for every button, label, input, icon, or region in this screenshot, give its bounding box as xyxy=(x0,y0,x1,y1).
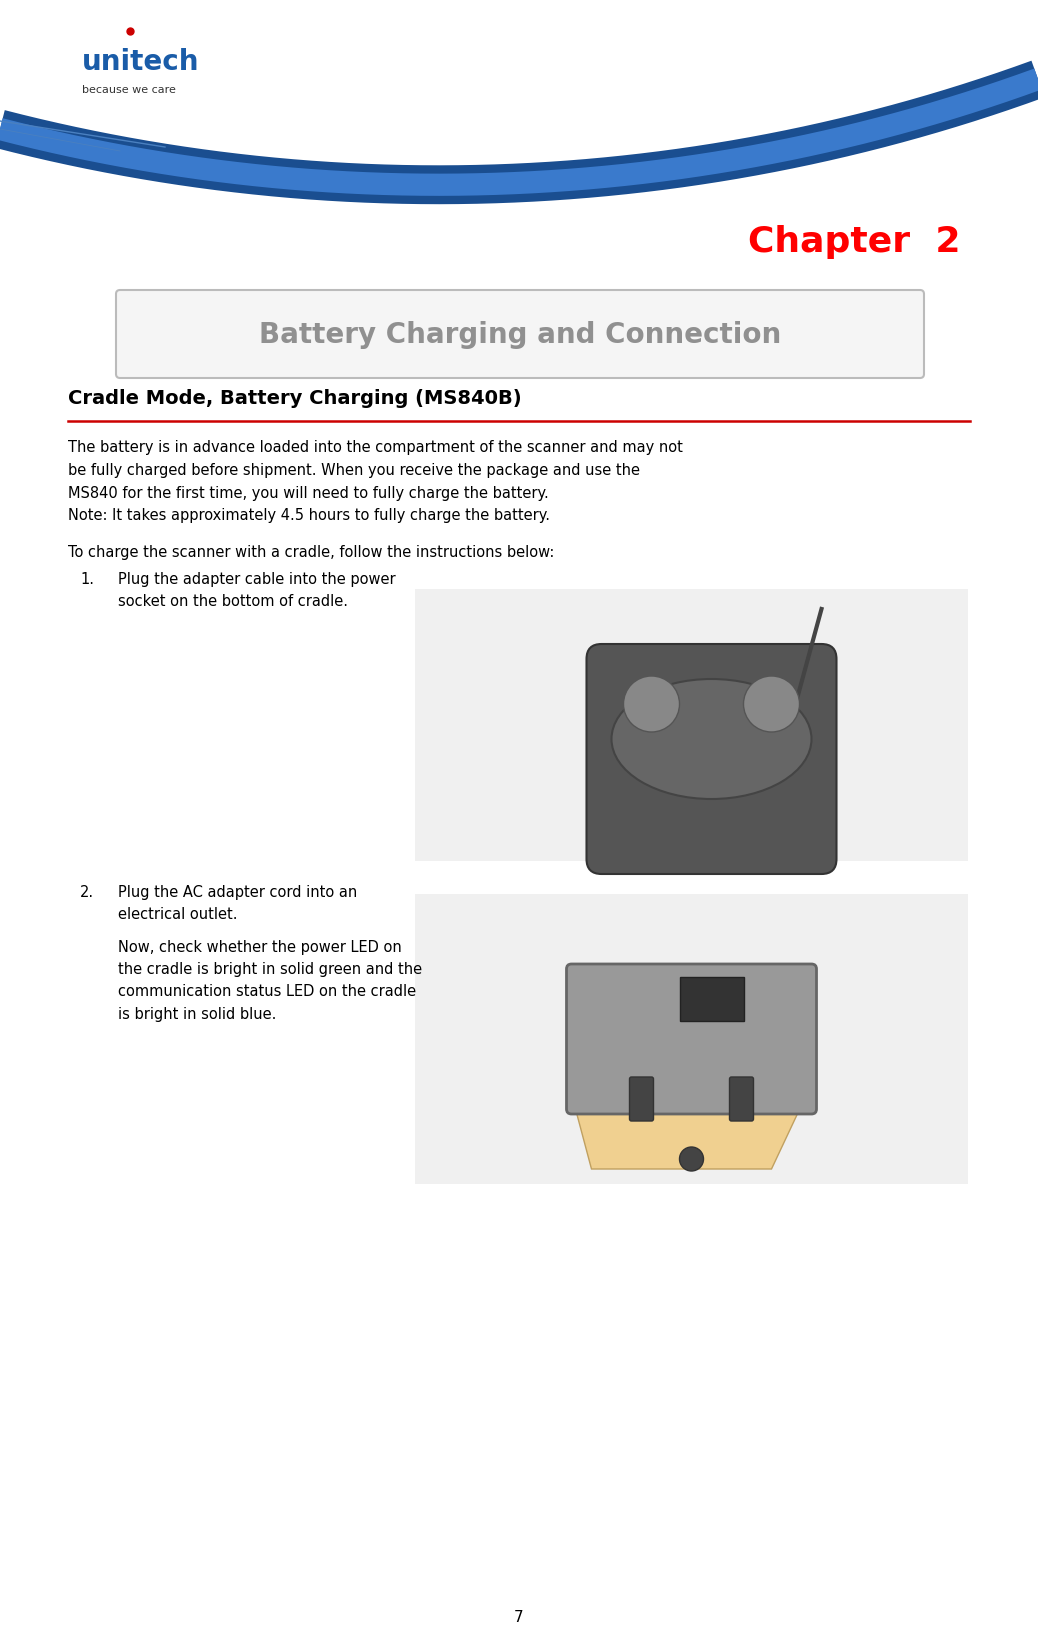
Circle shape xyxy=(624,677,680,733)
Text: Now, check whether the power LED on
the cradle is bright in solid green and the
: Now, check whether the power LED on the … xyxy=(118,939,422,1022)
FancyBboxPatch shape xyxy=(586,644,837,875)
Polygon shape xyxy=(611,712,812,842)
Text: 7: 7 xyxy=(514,1610,524,1625)
Text: To charge the scanner with a cradle, follow the instructions below:: To charge the scanner with a cradle, fol… xyxy=(69,545,554,560)
FancyBboxPatch shape xyxy=(567,964,817,1114)
FancyBboxPatch shape xyxy=(415,590,968,862)
Text: Chapter  2: Chapter 2 xyxy=(747,224,960,259)
Text: Plug the adapter cable into the power
socket on the bottom of cradle.: Plug the adapter cable into the power so… xyxy=(118,572,395,608)
Text: Battery Charging and Connection: Battery Charging and Connection xyxy=(258,321,782,349)
Text: 1.: 1. xyxy=(80,572,94,587)
Text: because we care: because we care xyxy=(82,86,175,96)
Text: Cradle Mode, Battery Charging (MS840B): Cradle Mode, Battery Charging (MS840B) xyxy=(69,389,522,407)
FancyBboxPatch shape xyxy=(680,977,743,1022)
FancyBboxPatch shape xyxy=(629,1078,654,1121)
Ellipse shape xyxy=(611,679,812,799)
Text: Plug the AC adapter cord into an
electrical outlet.: Plug the AC adapter cord into an electri… xyxy=(118,885,357,921)
FancyBboxPatch shape xyxy=(730,1078,754,1121)
FancyBboxPatch shape xyxy=(116,290,924,379)
Text: The battery is in advance loaded into the compartment of the scanner and may not: The battery is in advance loaded into th… xyxy=(69,440,683,522)
Circle shape xyxy=(680,1147,704,1172)
Text: 2.: 2. xyxy=(80,885,94,900)
Polygon shape xyxy=(572,1025,812,1170)
Text: unitech: unitech xyxy=(82,48,199,76)
Circle shape xyxy=(743,677,799,733)
FancyBboxPatch shape xyxy=(415,895,968,1185)
